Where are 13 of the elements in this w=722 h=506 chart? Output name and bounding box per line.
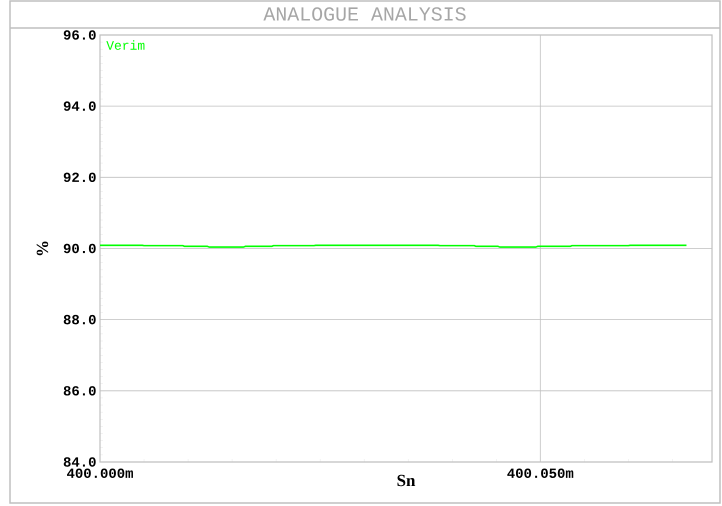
y-tick-label: 90.0 bbox=[64, 244, 96, 254]
y-tick-label: 86.0 bbox=[64, 386, 96, 396]
y-axis-title: % bbox=[36, 242, 48, 256]
y-tick-label: 88.0 bbox=[64, 314, 96, 324]
text: Verim bbox=[106, 40, 144, 50]
x-axis-title: Sn bbox=[398, 474, 416, 486]
y-tick-label: 84.0 bbox=[64, 457, 96, 467]
y-tick-label: 96.0 bbox=[64, 30, 96, 40]
y-tick-label: 94.0 bbox=[64, 101, 96, 111]
chart-title: ANALOGUE ANALYSIS bbox=[263, 7, 466, 21]
y-tick-label: 92.0 bbox=[64, 172, 96, 182]
x-tick-label: 400.000m bbox=[67, 468, 133, 478]
x-tick-label: 400.050m bbox=[507, 468, 574, 478]
